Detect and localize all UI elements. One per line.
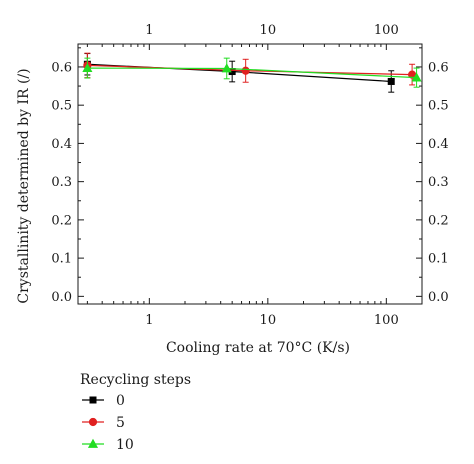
x-tick-label-top: 10 [260, 23, 277, 38]
y-tick-label-left: 0.2 [51, 213, 72, 228]
x-axis-title: Cooling rate at 70°C (K/s) [166, 340, 350, 356]
plot-frame [77, 43, 423, 305]
x-tick-label-bottom: 100 [374, 313, 399, 328]
x-tick-label-bottom: 10 [260, 313, 277, 328]
y-tick-label-right: 0.1 [428, 252, 449, 267]
y-tick-label-left: 0.3 [51, 175, 72, 190]
data-point [221, 63, 232, 73]
legend-entry-0: 0 [82, 393, 125, 409]
series-layer [82, 52, 422, 93]
y-tick-label-left: 0.0 [51, 290, 72, 305]
y-tick-label-left: 0.1 [51, 252, 72, 267]
y-tick-label-right: 0.2 [428, 213, 449, 228]
legend-entry-10: 10 [82, 437, 134, 453]
y-tick-label-left: 0.6 [51, 60, 72, 75]
legend-entry-5: 5 [82, 415, 125, 431]
legend-label: 0 [116, 393, 125, 409]
y-tick-label-right: 0.4 [428, 137, 449, 152]
data-point [241, 66, 250, 75]
y-tick-label-right: 0.6 [428, 60, 449, 75]
x-tick-label-bottom: 1 [145, 313, 153, 328]
x-tick-label-top: 1 [145, 23, 153, 38]
data-point [387, 77, 395, 85]
x-tick-label-top: 100 [374, 23, 399, 38]
data-point [411, 72, 422, 82]
legend-label: 5 [116, 415, 125, 431]
plot-border [77, 43, 423, 305]
y-tick-label-right: 0.5 [428, 99, 449, 114]
legend-marker [88, 417, 98, 427]
legend-label: 10 [116, 437, 134, 453]
y-tick-label-right: 0.3 [428, 175, 449, 190]
axis-tick-labels: 0.0 0.0 0.1 0.1 0.2 0.2 0.3 0.3 0.4 0.4 0.5 0.5 0.6 0… [51, 23, 448, 328]
data-point [82, 62, 93, 72]
y-tick-label-left: 0.4 [51, 137, 72, 152]
legend-marker [89, 396, 97, 404]
legend-marker [87, 438, 99, 448]
legend: Recycling steps 0 5 10 [80, 372, 191, 453]
y-axis-title: Crystallinity determined by IR (/) [16, 68, 32, 303]
series-10 [82, 57, 422, 88]
y-tick-label-right: 0.0 [428, 290, 449, 305]
y-tick-label-left: 0.5 [51, 99, 72, 114]
legend-title: Recycling steps [80, 372, 191, 388]
axis-ticks [78, 44, 423, 304]
